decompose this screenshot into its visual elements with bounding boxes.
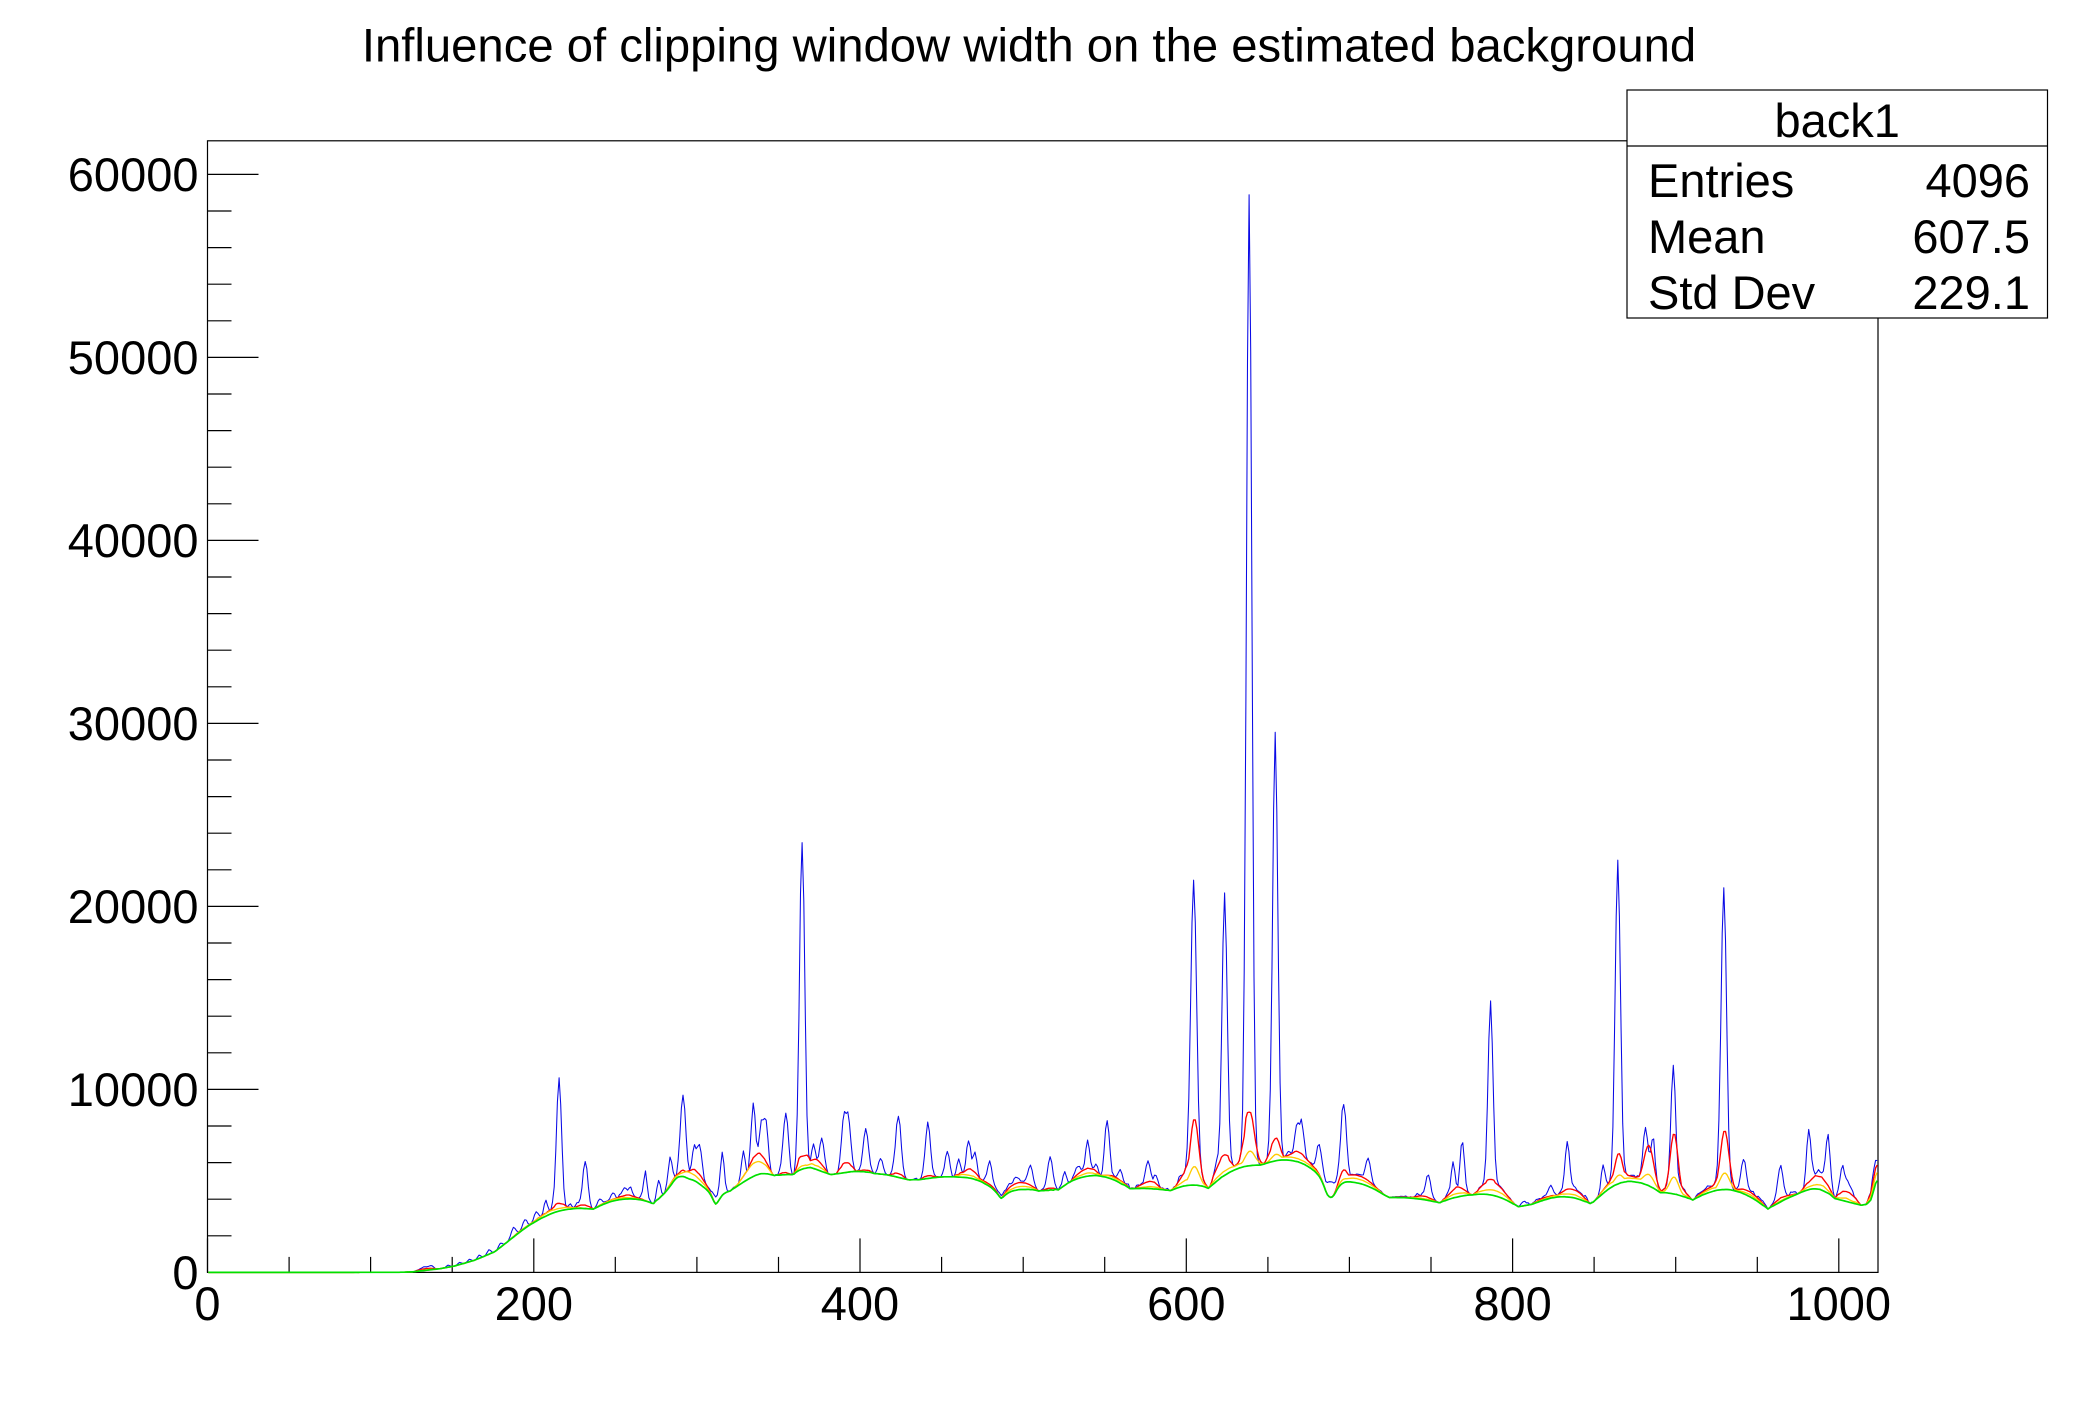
- svg-text:229.1: 229.1: [1912, 266, 2030, 319]
- svg-text:10000: 10000: [68, 1063, 199, 1116]
- svg-text:60000: 60000: [68, 148, 199, 201]
- svg-text:0: 0: [194, 1277, 220, 1330]
- svg-text:200: 200: [495, 1277, 573, 1330]
- svg-text:30000: 30000: [68, 697, 199, 750]
- svg-text:Entries: Entries: [1648, 154, 1794, 207]
- svg-text:40000: 40000: [68, 514, 199, 567]
- svg-text:back1: back1: [1775, 94, 1900, 147]
- svg-text:800: 800: [1473, 1277, 1551, 1330]
- svg-text:400: 400: [821, 1277, 899, 1330]
- svg-text:20000: 20000: [68, 880, 199, 933]
- svg-text:600: 600: [1147, 1277, 1225, 1330]
- svg-text:Mean: Mean: [1648, 210, 1766, 263]
- svg-text:0: 0: [172, 1246, 198, 1299]
- svg-text:Influence of clipping window w: Influence of clipping window width on th…: [362, 20, 1696, 73]
- svg-text:607.5: 607.5: [1912, 210, 2030, 263]
- svg-text:1000: 1000: [1787, 1277, 1892, 1330]
- svg-text:Std Dev: Std Dev: [1648, 266, 1816, 319]
- svg-text:50000: 50000: [68, 331, 199, 384]
- svg-text:4096: 4096: [1925, 154, 2030, 207]
